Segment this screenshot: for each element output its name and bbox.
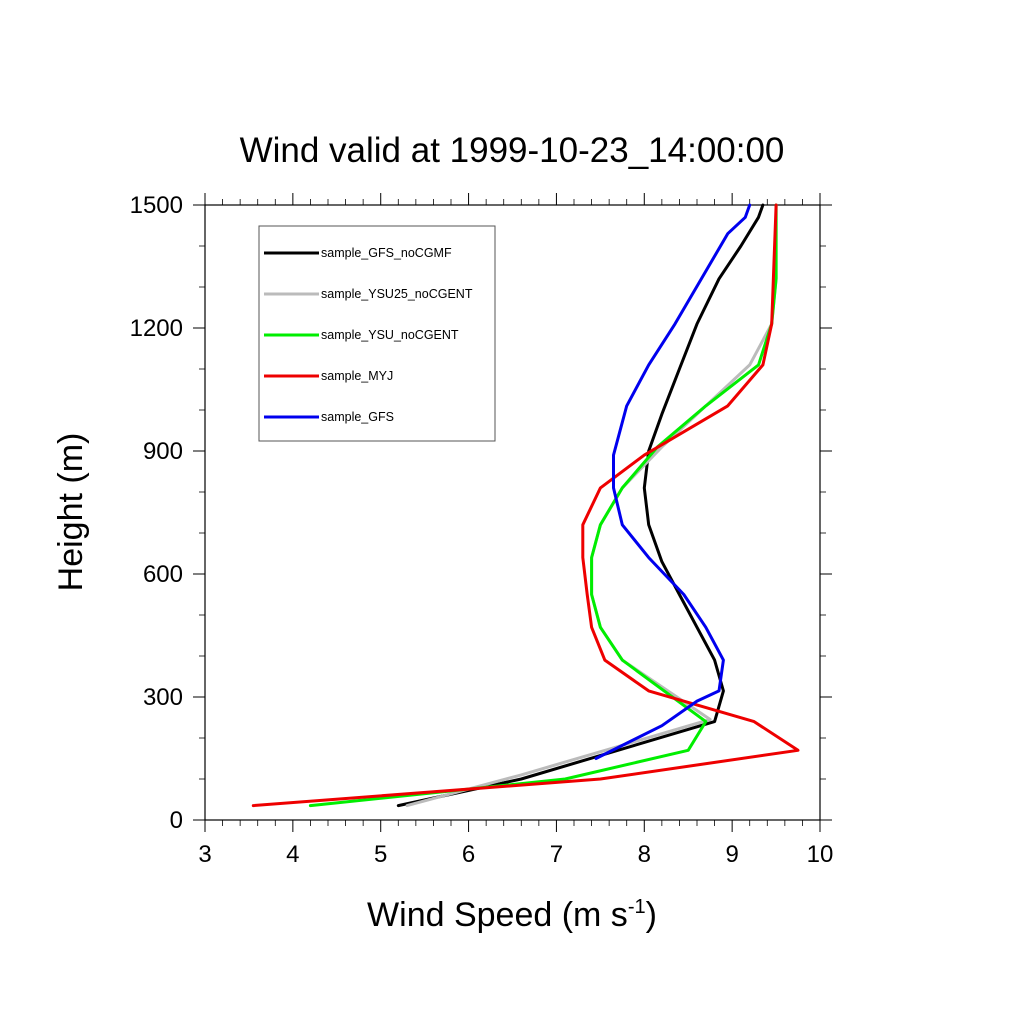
y-tick-label: 1200 [130,315,183,342]
axis-ticks [193,193,832,832]
series-line-sample_GFS [594,203,752,760]
legend-label: sample_YSU_noCGENT [321,328,459,342]
x-tick-label: 5 [374,841,387,868]
x-axis-label-tail: ) [646,896,657,934]
series-layer [251,203,800,808]
y-tick-label: 900 [143,438,183,465]
x-tick-label: 8 [638,841,651,868]
y-axis-label: Height (m) [52,433,90,592]
y-tick-label: 1500 [130,192,183,219]
x-tick-label: 9 [725,841,738,868]
x-tick-label: 7 [550,841,563,868]
x-tick-label: 6 [462,841,475,868]
legend: sample_GFS_noCGMF sample_YSU25_noCGENTsam… [258,225,496,442]
y-tick-label: 600 [143,561,183,588]
legend-label: sample_MYJ [321,369,393,383]
x-tick-label: 10 [807,841,834,868]
x-tick-label: 3 [198,841,211,868]
chart-title: Wind valid at 1999-10-23_14:00:00 [240,131,785,170]
y-tick-label: 0 [170,807,183,834]
legend-label: sample_YSU25_noCGENT [321,287,473,301]
x-axis-label-main: Wind Speed (m s [367,896,628,934]
x-axis-label: Wind Speed (m s-1) [367,896,657,934]
series-line-sample_YSU_noCGENT [308,203,778,808]
x-tick-label: 4 [286,841,299,868]
legend-label: sample_GFS_noCGMF [321,246,452,260]
plot-frame [204,204,821,821]
y-tick-label: 300 [143,684,183,711]
series-line-sample_MYJ [251,203,800,808]
legend-label: sample_GFS [321,410,394,424]
plot-area [193,193,832,832]
x-axis-label-superscript: -1 [628,896,646,918]
series-line-sample_GFS_noCGMF [396,203,765,808]
